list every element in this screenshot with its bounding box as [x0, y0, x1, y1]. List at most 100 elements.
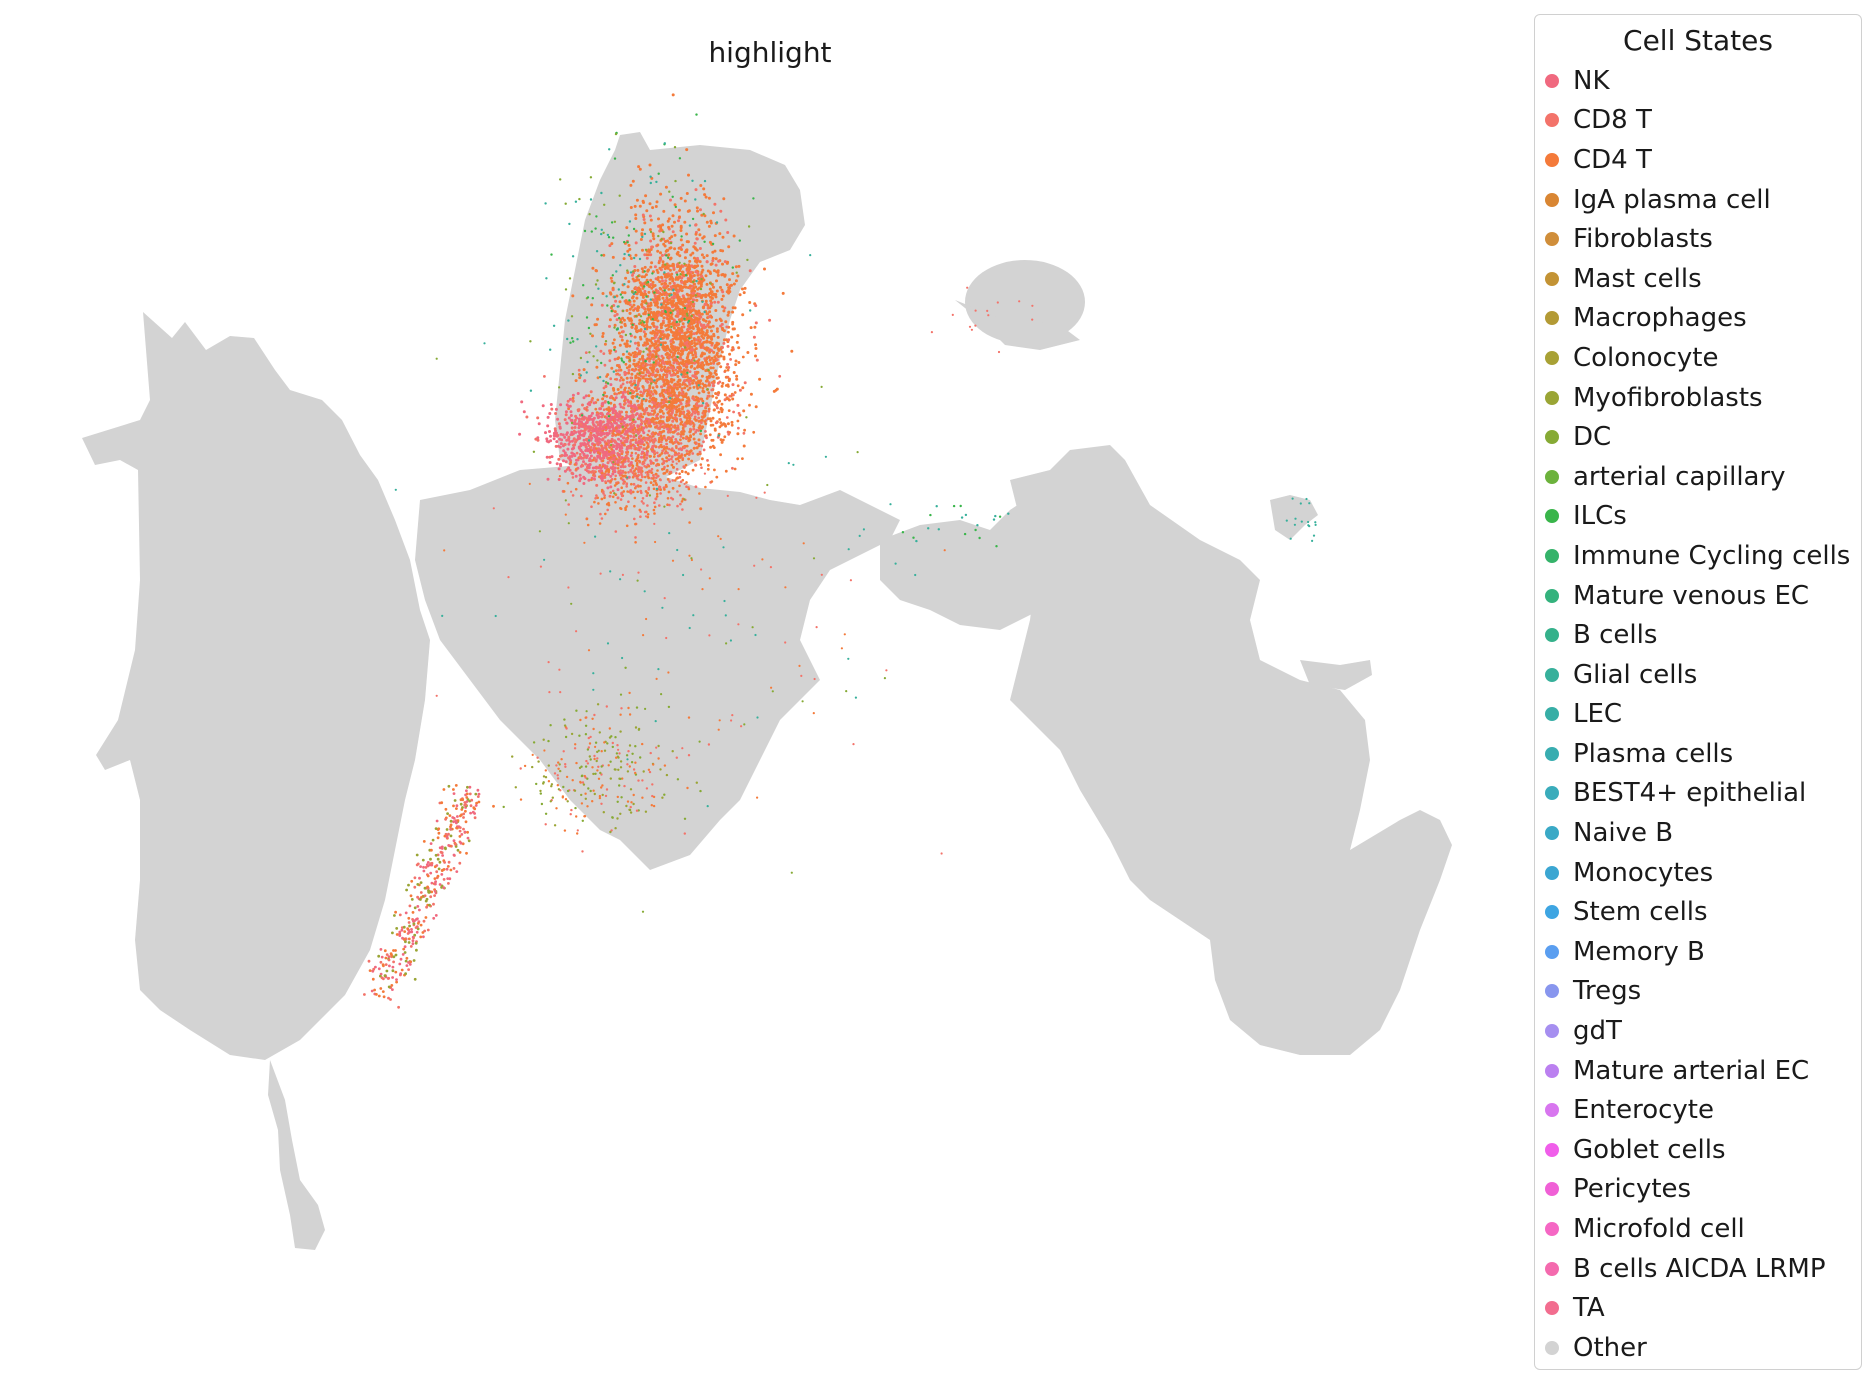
cell-point [650, 804, 653, 807]
cell-point [622, 318, 626, 322]
cell-point [461, 842, 465, 846]
cell-point [529, 340, 532, 343]
cell-point [593, 757, 596, 761]
cell-point [703, 310, 706, 314]
cell-point [660, 369, 664, 372]
cell-point [623, 342, 627, 346]
cell-point [669, 350, 673, 354]
cell-point [727, 338, 731, 342]
cell-point [707, 355, 711, 359]
cell-point [646, 325, 649, 329]
cell-point [597, 427, 600, 431]
cell-point [673, 453, 677, 457]
cell-point [631, 351, 635, 355]
cell-point [572, 340, 575, 343]
cell-point [643, 253, 647, 257]
cell-point [665, 362, 669, 365]
cell-point [681, 470, 684, 474]
cell-point [411, 939, 415, 943]
cell-point [644, 810, 648, 813]
cell-point [662, 230, 665, 234]
cell-point [711, 324, 715, 328]
cell-point [579, 374, 583, 377]
cell-point [650, 382, 653, 385]
cell-point [619, 405, 623, 409]
cell-point [677, 378, 681, 382]
cell-point [601, 332, 605, 335]
cell-point [634, 771, 637, 775]
cell-point [633, 379, 636, 383]
cell-point [667, 437, 671, 441]
cell-point [724, 320, 728, 324]
cell-point [585, 759, 588, 763]
cell-point [724, 375, 728, 379]
cell-point [661, 405, 665, 409]
cell-point [642, 375, 645, 378]
cell-point [692, 302, 696, 306]
cell-point [752, 335, 756, 339]
cell-point [673, 349, 677, 353]
cell-point [403, 951, 407, 954]
cell-point [535, 782, 538, 786]
cell-point [598, 407, 602, 411]
cell-point [704, 430, 707, 433]
cell-point [666, 317, 670, 321]
cell-point [648, 424, 651, 428]
cell-point [700, 213, 704, 217]
cell-point [587, 435, 591, 439]
cell-point [619, 477, 623, 480]
cell-point [614, 396, 618, 400]
cell-point [565, 431, 569, 435]
cell-point [675, 361, 679, 365]
cell-point [659, 492, 662, 495]
cluster-small-blob-tail [955, 300, 1080, 350]
cell-point [631, 416, 634, 419]
cell-point [679, 229, 683, 232]
cell-point [683, 317, 686, 320]
cluster-right [1010, 445, 1452, 1055]
cell-point [624, 333, 628, 337]
cell-point [563, 829, 567, 832]
cell-point [584, 776, 587, 779]
cell-point [664, 240, 667, 243]
cell-point [639, 484, 642, 488]
cell-point [580, 802, 584, 805]
cell-point [550, 785, 553, 788]
cell-point [711, 382, 715, 385]
cell-point [747, 225, 751, 228]
cell-point [715, 329, 719, 333]
cell-point [651, 232, 655, 236]
cell-point [643, 312, 647, 316]
cell-point [691, 381, 695, 385]
cell-point [613, 405, 617, 409]
cell-point [681, 322, 685, 326]
cell-point [649, 283, 653, 286]
cell-point [652, 397, 656, 400]
cell-point [666, 464, 669, 468]
cell-point [679, 352, 683, 356]
cell-point [720, 402, 724, 406]
cell-point [698, 233, 702, 237]
cell-point [719, 249, 723, 252]
cell-point [703, 193, 707, 197]
cell-point [628, 744, 632, 747]
cell-point [676, 366, 680, 370]
cell-point [727, 385, 730, 388]
cell-point [746, 351, 750, 354]
cell-point [410, 898, 414, 901]
cell-point [676, 322, 679, 326]
cell-point [438, 860, 442, 864]
cell-point [596, 317, 600, 321]
cell-point [659, 337, 662, 341]
cell-point [709, 219, 713, 223]
cell-point [631, 389, 635, 393]
cell-point [670, 366, 673, 370]
cell-point [698, 260, 702, 264]
cell-point [613, 439, 617, 443]
cell-point [640, 323, 644, 327]
cell-point [618, 316, 621, 320]
cell-point [663, 267, 667, 271]
cell-point [660, 430, 664, 434]
cell-point [718, 418, 722, 421]
cell-point [679, 418, 683, 421]
